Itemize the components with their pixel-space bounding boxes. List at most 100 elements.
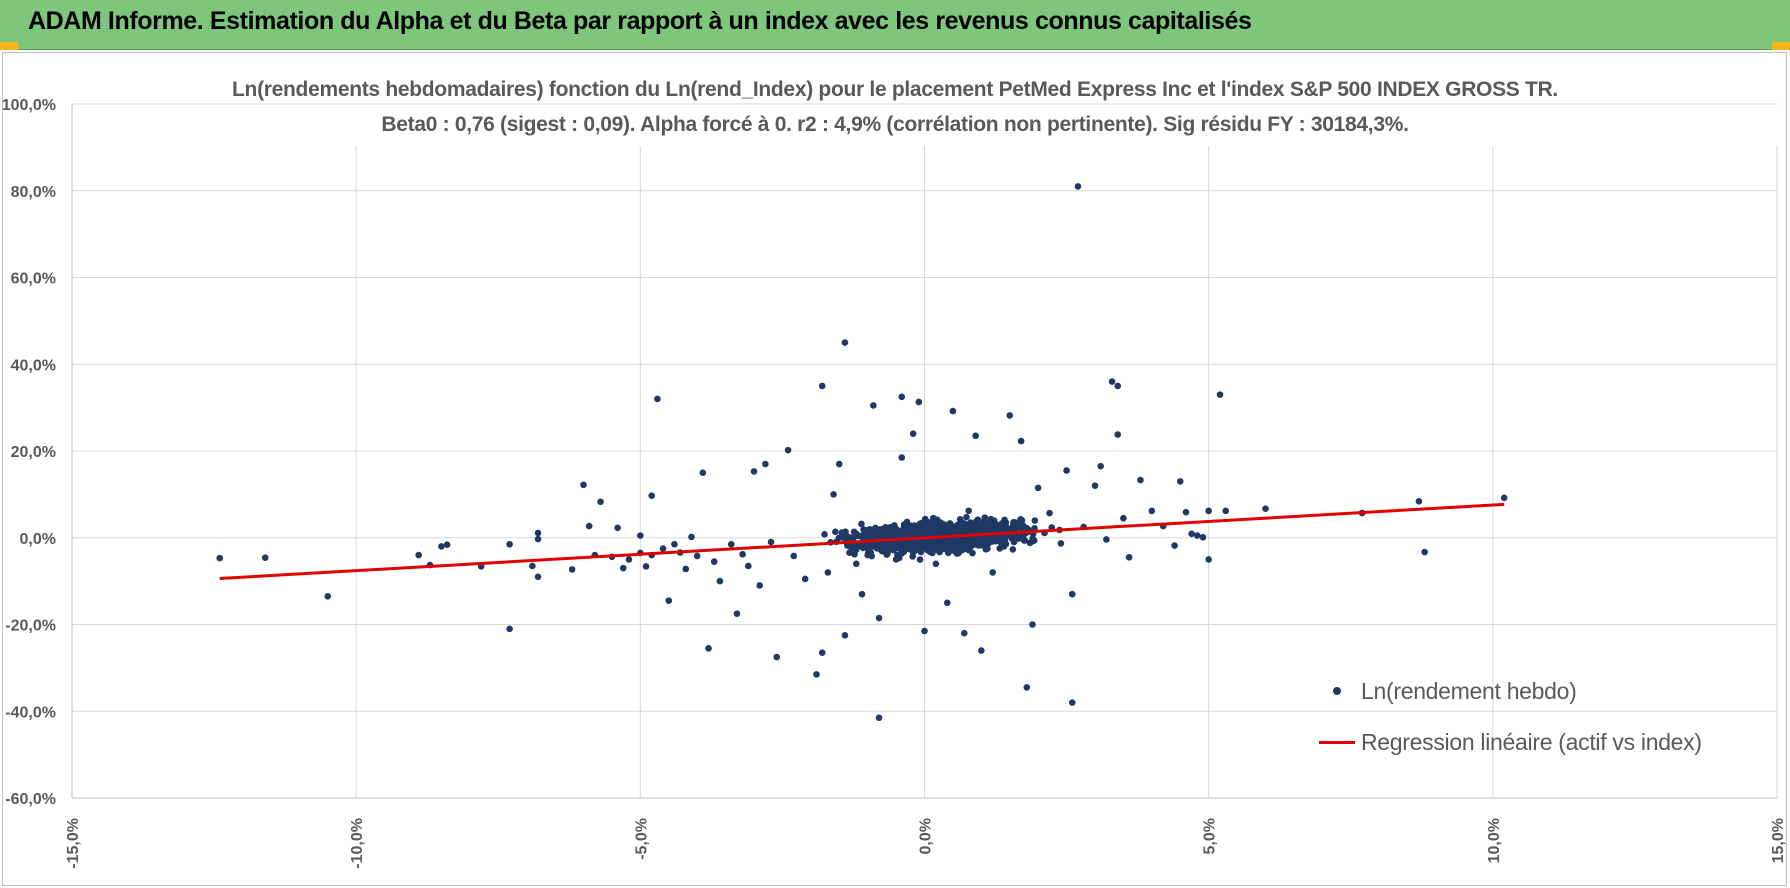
data-point: [1114, 382, 1122, 390]
data-point: [1199, 534, 1207, 541]
data-point: [1415, 498, 1423, 505]
report-banner: ADAM Informe. Estimation du Alpha et du …: [0, 0, 1790, 50]
data-point: [875, 614, 883, 622]
data-point: [921, 515, 929, 523]
x-tick-label: 5,0%: [1202, 818, 1219, 854]
data-point: [916, 556, 924, 563]
y-tick-label: 0,0%: [20, 531, 56, 548]
data-point: [875, 531, 883, 538]
data-point: [821, 531, 828, 538]
data-point: [967, 543, 974, 551]
data-point: [756, 582, 763, 589]
data-point: [750, 468, 758, 475]
data-point: [912, 523, 919, 531]
data-point: [1012, 519, 1019, 526]
data-point: [972, 432, 979, 440]
data-point: [534, 535, 542, 543]
data-point: [1262, 505, 1269, 512]
data-point: [716, 577, 724, 585]
data-point: [1216, 391, 1224, 398]
data-point: [963, 513, 970, 521]
data-point: [1148, 507, 1156, 515]
data-point: [642, 563, 650, 570]
data-point: [762, 460, 769, 468]
data-point: [529, 562, 536, 570]
data-point: [948, 522, 956, 530]
data-point: [975, 535, 983, 542]
data-point: [818, 382, 826, 390]
data-point: [1031, 517, 1039, 524]
x-tick-label: 10,0%: [1486, 818, 1503, 863]
data-point: [801, 575, 809, 583]
data-point: [1114, 431, 1122, 438]
data-point: [733, 610, 741, 617]
x-tick-label: -15,0%: [65, 818, 82, 869]
x-tick-label: 0,0%: [918, 818, 935, 854]
data-point: [978, 647, 985, 654]
data-point: [948, 547, 956, 554]
data-point: [813, 671, 820, 678]
y-tick-label: 60,0%: [11, 271, 56, 288]
data-point: [790, 552, 798, 560]
data-point: [875, 714, 883, 722]
data-point: [1021, 537, 1029, 544]
corner-mark-top-right: [1772, 42, 1790, 50]
data-point: [784, 446, 792, 454]
data-point: [1000, 543, 1008, 550]
data-point: [864, 551, 871, 559]
data-point: [1074, 183, 1082, 190]
data-point: [261, 554, 269, 562]
data-point: [506, 625, 513, 633]
data-point: [1017, 437, 1025, 445]
data-point: [637, 532, 644, 539]
data-point: [1091, 482, 1099, 490]
data-point: [443, 541, 451, 548]
data-point: [1023, 684, 1031, 691]
x-tick-label: -5,0%: [633, 818, 650, 860]
data-point: [1120, 514, 1127, 522]
data-point: [898, 454, 906, 461]
legend-label-regression: Regression linéaire (actif vs index): [1361, 728, 1702, 755]
legend-marker-dot: [1333, 687, 1341, 695]
data-point: [998, 525, 1006, 533]
data-point: [1009, 546, 1017, 553]
data-point: [858, 520, 865, 528]
data-point: [984, 545, 991, 553]
data-point: [1137, 476, 1144, 484]
data-point: [534, 529, 542, 537]
data-point: [905, 522, 912, 530]
legend-item-regression: Regression linéaire (actif vs index): [1315, 727, 1702, 757]
data-point: [932, 560, 940, 568]
data-point: [1194, 532, 1201, 539]
data-point: [1171, 542, 1178, 549]
legend-label-scatter: Ln(rendement hebdo): [1361, 677, 1577, 704]
data-point: [705, 645, 712, 652]
data-point: [915, 398, 923, 406]
data-point: [962, 545, 969, 552]
data-point: [773, 653, 781, 661]
data-point: [858, 590, 866, 598]
data-point: [1017, 516, 1024, 523]
data-point: [625, 556, 633, 563]
data-point: [1034, 484, 1042, 492]
data-point: [1125, 553, 1133, 561]
data-point: [614, 524, 621, 532]
data-point: [580, 481, 587, 489]
data-point: [216, 554, 224, 562]
data-point: [1205, 507, 1212, 515]
data-point: [922, 523, 929, 531]
data-point: [912, 544, 919, 552]
data-point: [1029, 621, 1036, 628]
data-point: [671, 540, 678, 548]
data-point: [818, 649, 826, 656]
data-point: [846, 549, 853, 557]
x-tick-label: -10,0%: [349, 818, 366, 869]
chart-frame: [2, 52, 1787, 886]
data-point: [989, 521, 996, 528]
data-point: [619, 564, 627, 572]
data-point: [824, 569, 832, 576]
chart-legend: Ln(rendement hebdo) Regression linéaire …: [1315, 668, 1715, 760]
data-point: [568, 566, 576, 573]
data-point: [921, 627, 928, 635]
